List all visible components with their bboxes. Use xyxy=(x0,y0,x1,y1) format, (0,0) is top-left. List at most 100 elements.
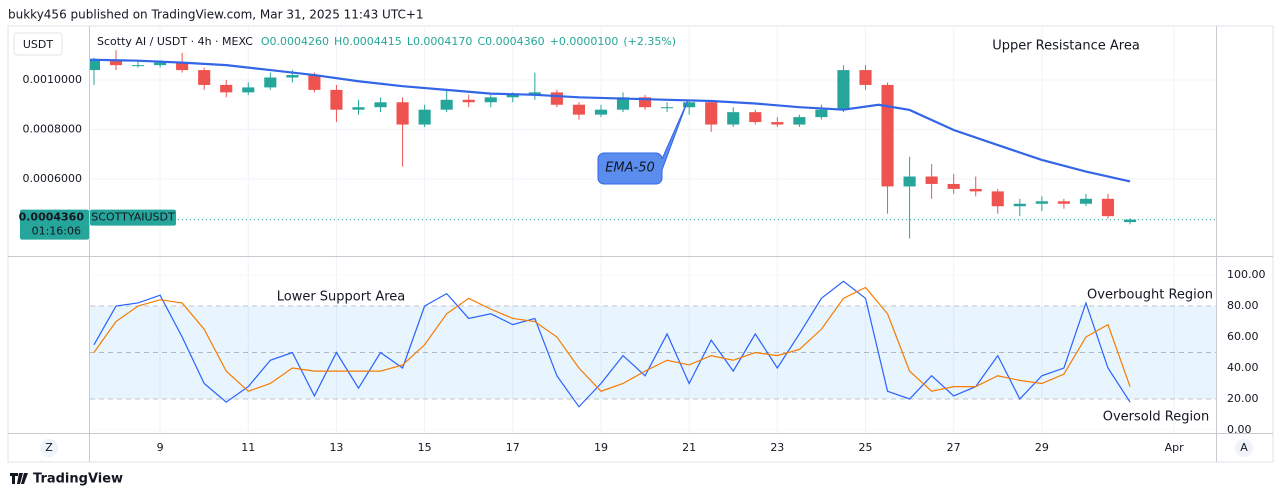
candle-body xyxy=(440,99,453,110)
candle-body xyxy=(176,62,189,71)
overlays: 9 11 13 15 17 19 21 23 25 27 29 Apr 0.0006000 0.00080… xyxy=(19,35,1266,454)
symbol-title: Scotty AI / USDT · 4h · MEXC xyxy=(97,35,253,48)
brand-name: TradingView xyxy=(33,472,123,487)
candle-body xyxy=(242,87,255,93)
y-tick-label: 40.00 xyxy=(1227,361,1259,374)
oscillator-line xyxy=(93,286,1131,392)
ema-line xyxy=(90,58,1131,183)
candle-body xyxy=(198,70,211,85)
chart-legend: Scotty AI / USDT · 4h · MEXC O0.0004260 H0… xyxy=(97,35,676,48)
candle-body xyxy=(418,109,431,125)
x-tick-label: 15 xyxy=(418,441,432,454)
x-tick-label: 29 xyxy=(1035,441,1049,454)
x-tick-label: 27 xyxy=(947,441,961,454)
candle-body xyxy=(90,60,101,71)
candle-body xyxy=(330,89,343,110)
chart-frame xyxy=(7,25,1274,463)
annotation: Oversold Region xyxy=(1103,410,1210,425)
annotation: Upper Resistance Area xyxy=(992,39,1140,54)
candle-body xyxy=(749,112,762,123)
ohlc-value: H0.0004415 xyxy=(334,35,402,48)
x-tick-label: Apr xyxy=(1165,441,1185,454)
candle-body xyxy=(264,77,277,88)
candle-body xyxy=(374,102,387,108)
symbol-tag-label: SCOTTYAIUSDT xyxy=(91,211,175,224)
x-tick-label: 17 xyxy=(506,441,520,454)
candle-body xyxy=(352,107,365,110)
candle-body xyxy=(308,75,321,90)
candle-body xyxy=(1079,198,1093,204)
candle-body xyxy=(859,70,872,85)
annotation: Overbought Region xyxy=(1087,288,1213,303)
symbol-tag xyxy=(90,209,176,226)
candle-body xyxy=(550,92,563,105)
currency-label[interactable]: USDT xyxy=(23,38,54,51)
price-pane xyxy=(90,27,1216,256)
ema-callout xyxy=(597,99,689,185)
y-tick-label: 80.00 xyxy=(1227,299,1259,312)
candle-body xyxy=(837,70,850,110)
zoom-label[interactable]: Z xyxy=(45,441,53,454)
ohlc-value: +0.0000100 xyxy=(550,35,619,48)
candle-body xyxy=(528,92,541,95)
candle-body xyxy=(594,109,608,115)
auto-label[interactable]: A xyxy=(1240,441,1248,454)
y-tick-label: 0.0010000 xyxy=(23,73,83,86)
publish-header: bukky456 published on TradingView.com, M… xyxy=(8,8,424,22)
candle-body xyxy=(1123,219,1137,223)
candle-body xyxy=(947,183,960,189)
candle-body xyxy=(683,102,696,108)
y-tick-label: 60.00 xyxy=(1227,330,1259,343)
candle-body xyxy=(572,104,585,115)
candle-body xyxy=(903,176,916,187)
candle-body xyxy=(881,84,894,187)
candle-body xyxy=(286,75,299,78)
annotation: Lower Support Area xyxy=(277,290,406,305)
y-tick-label: 100.00 xyxy=(1227,268,1266,281)
y-tick-label: 0.00 xyxy=(1227,423,1252,436)
candle-body xyxy=(815,109,828,118)
ema-callout-label: EMA-50 xyxy=(605,161,655,176)
x-tick-label: 11 xyxy=(241,441,255,454)
y-tick-label: 0.0006000 xyxy=(23,172,83,185)
x-tick-label: 9 xyxy=(157,441,164,454)
last-price-label: 0.0004360 xyxy=(19,211,85,224)
ohlc-value: L0.0004170 xyxy=(407,35,473,48)
y-tick-label: 0.0008000 xyxy=(23,122,83,135)
candle-body xyxy=(109,60,123,66)
oscillator-pane xyxy=(90,257,1216,433)
ohlc-value: O0.0004260 xyxy=(261,35,329,48)
last-price-tag xyxy=(20,209,89,240)
candle-body xyxy=(462,99,475,103)
candle-body xyxy=(1013,203,1026,207)
candle-body xyxy=(639,97,652,108)
zoom-button[interactable] xyxy=(40,439,58,457)
candle-body xyxy=(131,65,145,67)
candle-body xyxy=(705,102,718,125)
x-tick-label: 19 xyxy=(594,441,608,454)
x-tick-label: 21 xyxy=(682,441,696,454)
candle-body xyxy=(220,84,233,93)
x-tick-label: 13 xyxy=(329,441,343,454)
candle-body xyxy=(793,117,806,125)
candle-body xyxy=(396,102,409,125)
x-tick-label: 25 xyxy=(859,441,873,454)
brand-logo xyxy=(10,473,28,484)
x-tick-label: 23 xyxy=(770,441,784,454)
auto-button[interactable] xyxy=(1235,439,1253,457)
candle-body xyxy=(616,97,630,110)
currency-button[interactable] xyxy=(13,32,63,56)
ohlc-value: (+2.35%) xyxy=(623,35,676,48)
candle-body xyxy=(1035,201,1048,204)
candle-body xyxy=(969,188,982,192)
candle-body xyxy=(484,97,497,103)
candle-body xyxy=(506,94,519,98)
candle-body xyxy=(1057,201,1070,204)
countdown-label: 01:16:06 xyxy=(32,225,81,238)
candle-body xyxy=(1101,198,1115,217)
candle-body xyxy=(925,176,938,184)
candle-body xyxy=(661,107,674,109)
